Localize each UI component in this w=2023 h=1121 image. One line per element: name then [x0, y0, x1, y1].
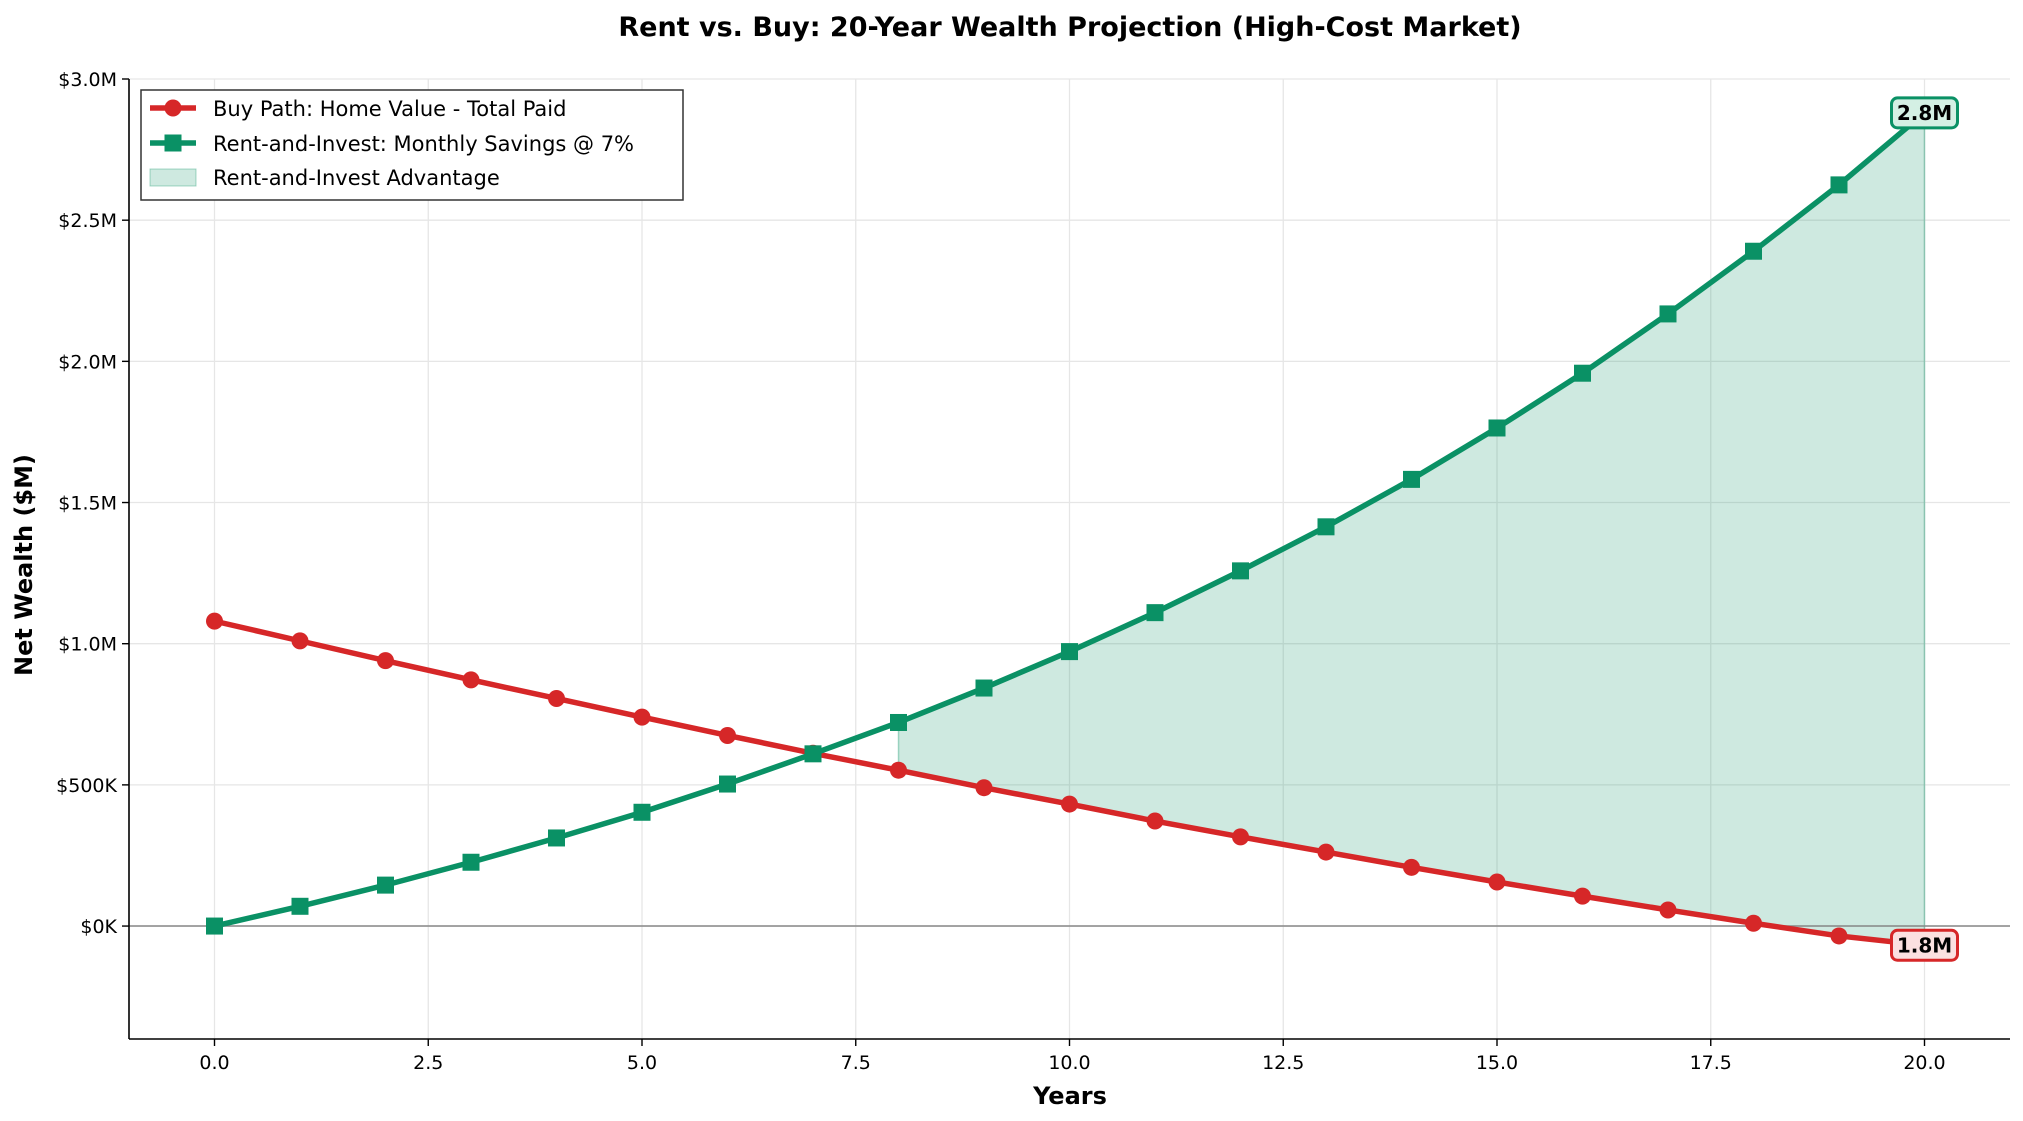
series-1-point-11 [1146, 604, 1164, 622]
chart-title: Rent vs. Buy: 20-Year Wealth Projection … [618, 12, 1521, 43]
legend-box [140, 89, 684, 201]
legend-label-0: Buy Path: Home Value - Total Paid [213, 97, 566, 121]
y-axis-ticks: $0K $500K $1.0M $1.5M $2.0M $2.5M $3.0M [56, 69, 129, 938]
x-tick-label-5: 12.5 [1262, 1052, 1304, 1074]
x-tick-label-0: 0.0 [199, 1052, 229, 1074]
series-0-point-11 [1146, 812, 1164, 830]
y-tick-label-4: $2.0M [58, 351, 117, 373]
y-tick-label-3: $1.5M [58, 493, 117, 515]
series-1-point-3 [462, 853, 480, 871]
x-tick-label-2: 5.0 [627, 1052, 657, 1074]
series-0-point-16 [1574, 887, 1591, 905]
series-0-point-10 [1061, 795, 1078, 813]
series-1-point-8 [890, 713, 907, 731]
x-tick-label-3: 7.5 [841, 1052, 871, 1074]
x-tick-label-7: 17.5 [1690, 1052, 1732, 1074]
series-0-point-4 [548, 689, 565, 707]
series-0-point-5 [633, 708, 651, 726]
series-1-point-15 [1488, 419, 1506, 437]
x-tick-label-6: 15.0 [1476, 1052, 1518, 1074]
series-1-point-2 [377, 876, 394, 894]
legend-marker-0 [164, 99, 182, 117]
series-0-point-14 [1403, 858, 1420, 876]
series-1-point-18 [1745, 242, 1762, 260]
x-tick-label-4: 10.0 [1048, 1052, 1090, 1074]
x-tick-label-8: 20.0 [1903, 1052, 1945, 1074]
series-1-point-9 [975, 679, 993, 697]
x-axis-ticks: 0.0 2.5 5.0 7.5 10.0 12.5 15.0 17.5 20.0 [199, 1039, 1946, 1074]
series-1-point-5 [633, 803, 651, 821]
end-label-1: 1.8M [1897, 933, 1952, 957]
legend-label-fill: Rent-and-Invest Advantage [213, 166, 500, 190]
series-0-point-8 [890, 761, 907, 779]
x-tick-label-1: 2.5 [413, 1052, 443, 1074]
series-1-point-14 [1403, 470, 1420, 488]
series-0-point-2 [377, 652, 394, 670]
series-1-point-6 [719, 775, 736, 793]
series-1-point-0 [206, 917, 223, 935]
end-labels: 2.8M 1.8M [1890, 96, 1959, 962]
legend: Buy Path: Home Value - Total Paid Rent-an… [140, 89, 684, 201]
series-layer [206, 104, 1933, 954]
series-0 [206, 612, 1933, 954]
x-axis-label: Years [1032, 1082, 1107, 1110]
series-0-point-18 [1745, 914, 1762, 932]
series-1-point-12 [1232, 562, 1249, 580]
y-tick-label-2: $1.0M [58, 634, 117, 656]
series-0-point-1 [291, 632, 309, 650]
series-0-point-17 [1659, 901, 1677, 919]
series-1-point-13 [1317, 518, 1335, 536]
y-tick-label-1: $500K [56, 775, 117, 797]
legend-label-1: Rent-and-Invest: Monthly Savings @ 7% [213, 132, 634, 156]
series-1-point-19 [1830, 176, 1848, 194]
series-1-point-4 [548, 829, 565, 847]
series-0-point-12 [1232, 828, 1249, 846]
series-1 [206, 104, 1933, 935]
legend-fill-swatch [149, 168, 197, 187]
end-label-0: 2.8M [1897, 101, 1952, 125]
series-0-point-15 [1488, 873, 1506, 891]
series-1-point-17 [1659, 305, 1677, 323]
series-1-point-1 [291, 897, 309, 915]
series-0-point-0 [206, 612, 223, 630]
end-label-box-0 [1890, 96, 1959, 130]
y-axis-label: Net Wealth ($M) [10, 454, 38, 676]
series-0-point-9 [975, 779, 993, 797]
series-0-point-6 [719, 726, 736, 744]
end-label-box-1 [1890, 928, 1959, 962]
y-tick-label-5: $2.5M [58, 210, 117, 232]
y-tick-label-6: $3.0M [58, 69, 117, 91]
series-1-point-16 [1574, 364, 1591, 382]
y-tick-label-0: $0K [80, 916, 117, 938]
series-0-point-19 [1830, 927, 1848, 945]
series-0-point-13 [1317, 843, 1335, 861]
legend-marker-1 [164, 134, 182, 152]
series-0-point-3 [462, 671, 480, 689]
series-1-point-10 [1061, 643, 1078, 661]
series-1-point-7 [804, 745, 822, 763]
